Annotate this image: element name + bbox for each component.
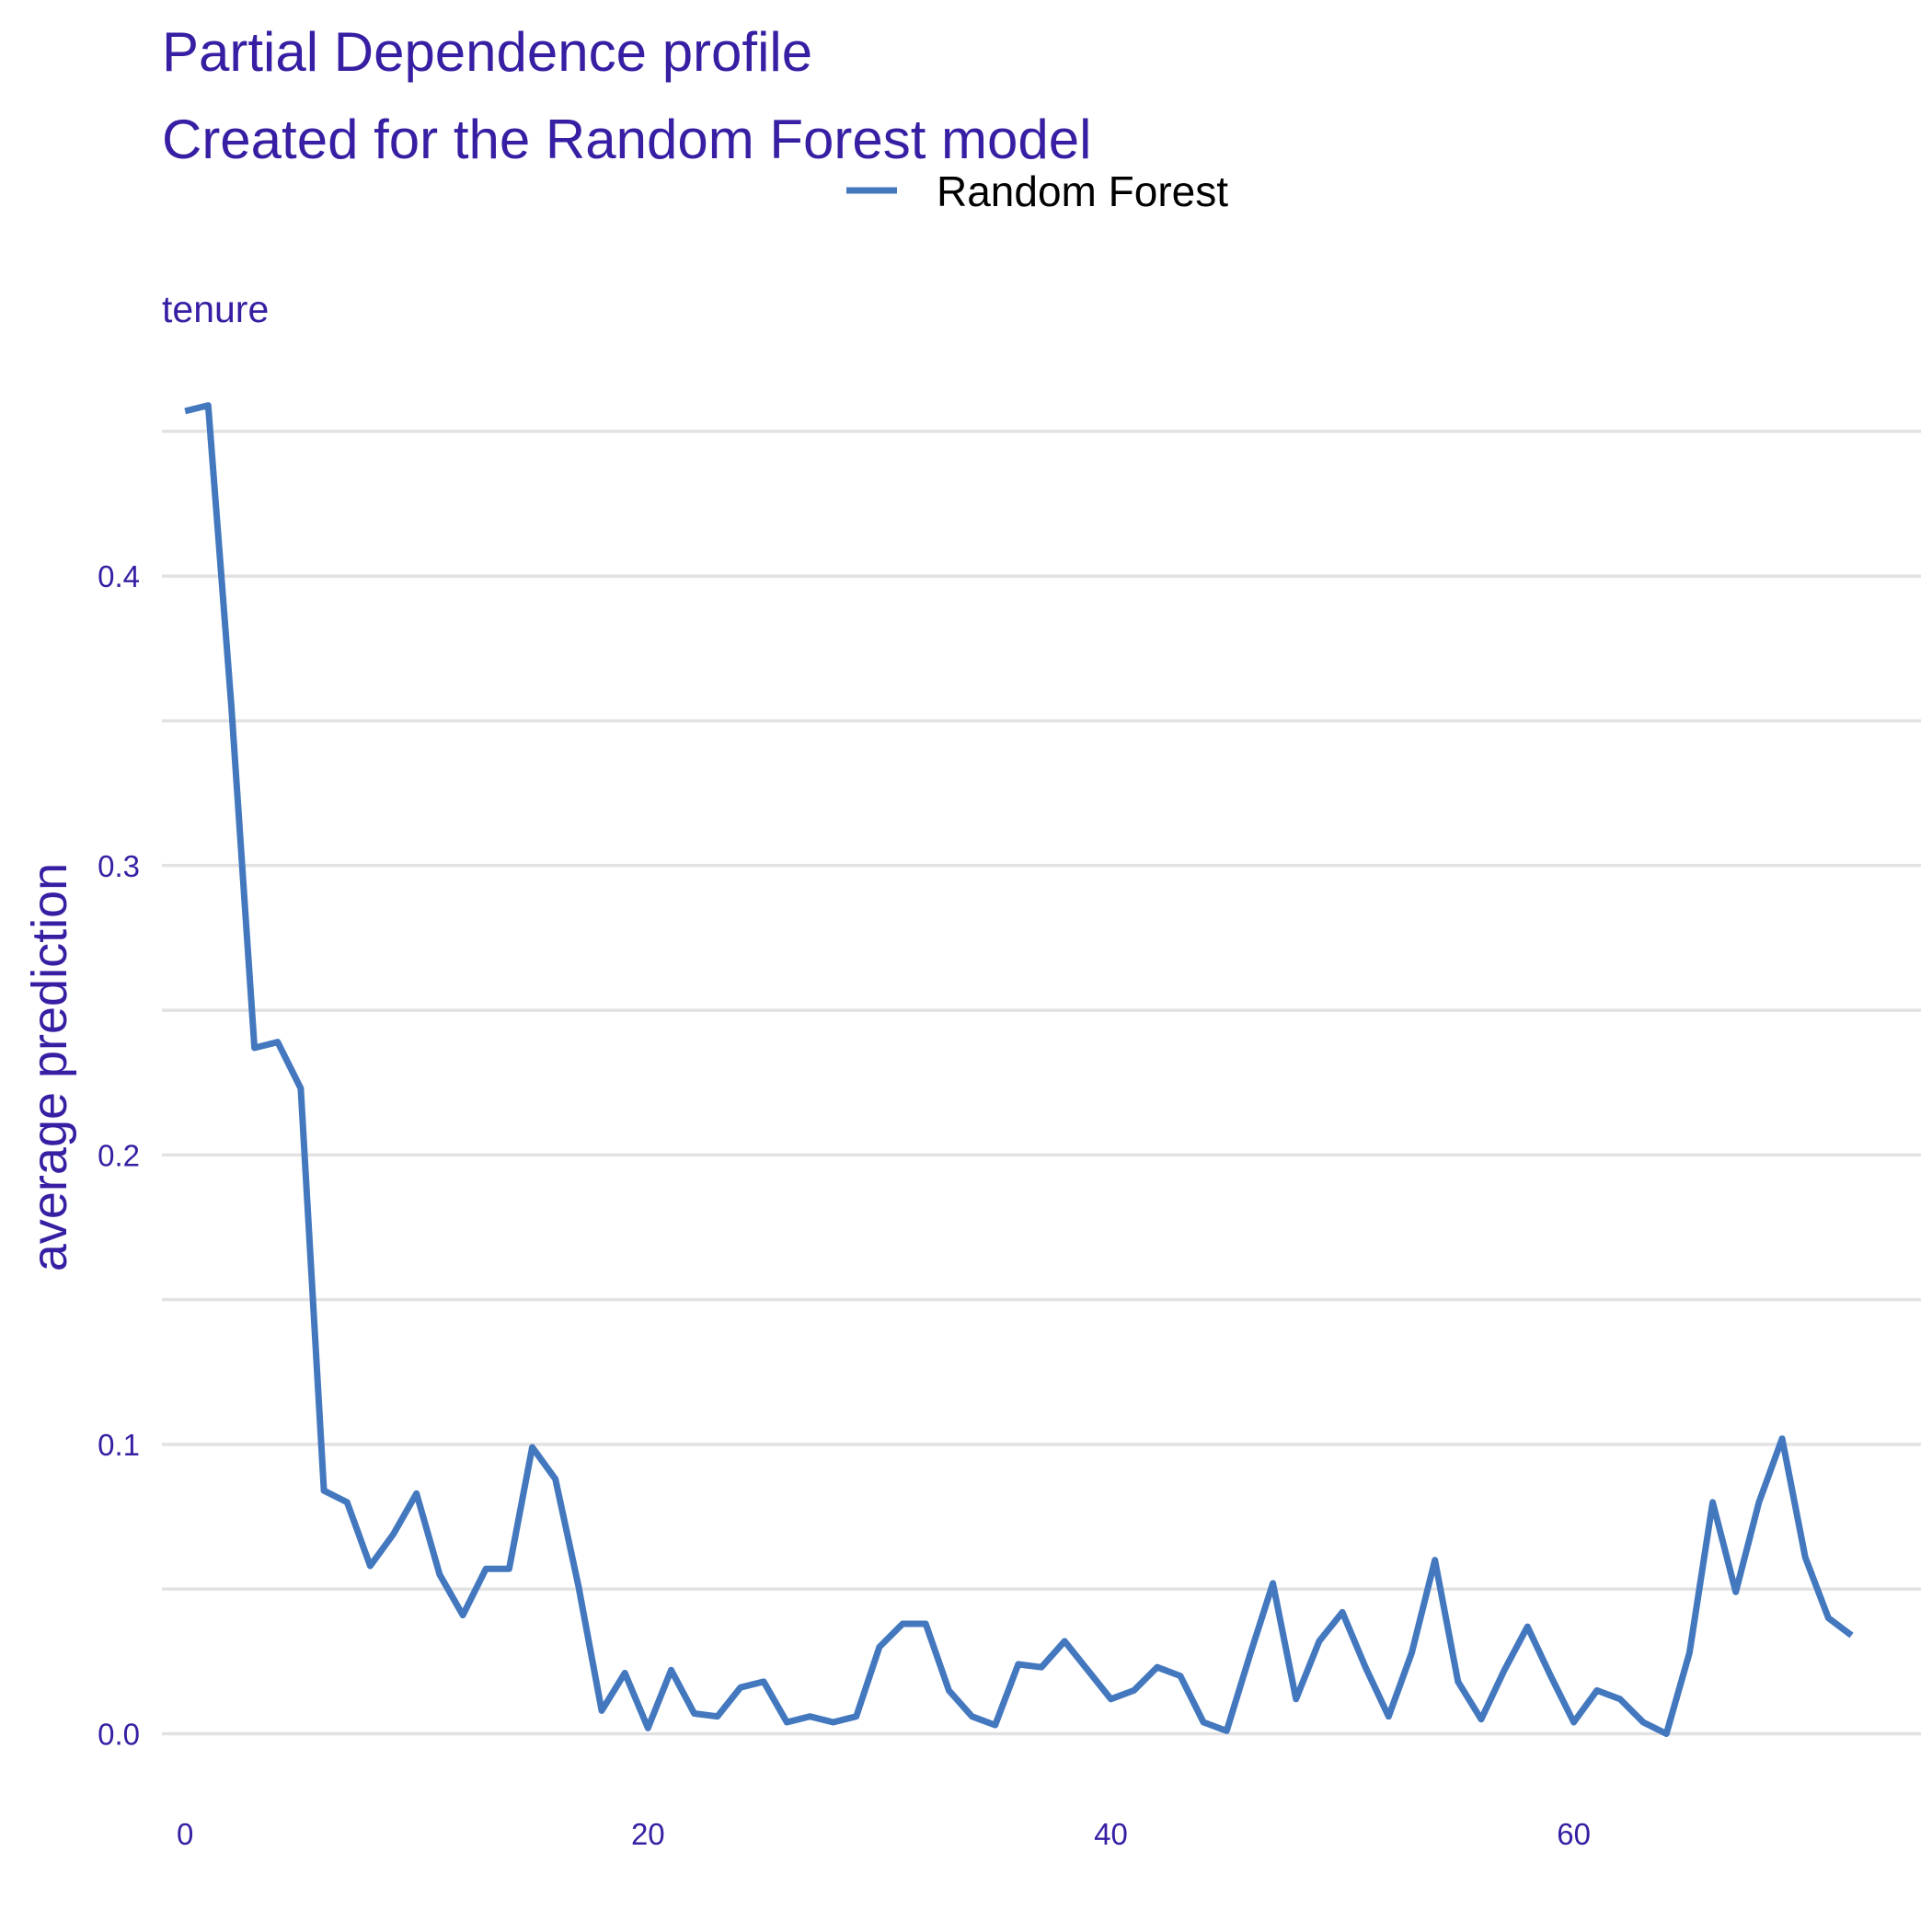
y-tick-label: 0.1 (98, 1428, 140, 1462)
x-tick-label: 40 (1094, 1817, 1128, 1851)
x-axis-ticks: 0 20 40 60 (177, 1817, 1591, 1851)
y-axis-label: average prediction (22, 863, 77, 1271)
y-tick-label: 0.0 (98, 1718, 140, 1752)
x-tick-label: 0 (177, 1817, 193, 1851)
y-tick-label: 0.2 (98, 1138, 140, 1172)
legend: Random Forest (846, 167, 1228, 215)
legend-label: Random Forest (937, 167, 1228, 215)
x-tick-label: 60 (1557, 1817, 1591, 1851)
series-line-random-forest (184, 402, 1854, 1737)
chart-title: Partial Dependence profile (162, 21, 812, 83)
x-tick-label: 20 (631, 1817, 665, 1851)
grid (162, 430, 1921, 1736)
y-tick-label: 0.3 (98, 849, 140, 883)
y-tick-label: 0.4 (98, 559, 140, 593)
series (184, 402, 1854, 1737)
y-axis-ticks: 0.0 0.1 0.2 0.3 0.4 (98, 559, 140, 1751)
chart-subtitle: Created for the Random Forest model (162, 109, 1091, 170)
facet-label: tenure (162, 288, 269, 330)
